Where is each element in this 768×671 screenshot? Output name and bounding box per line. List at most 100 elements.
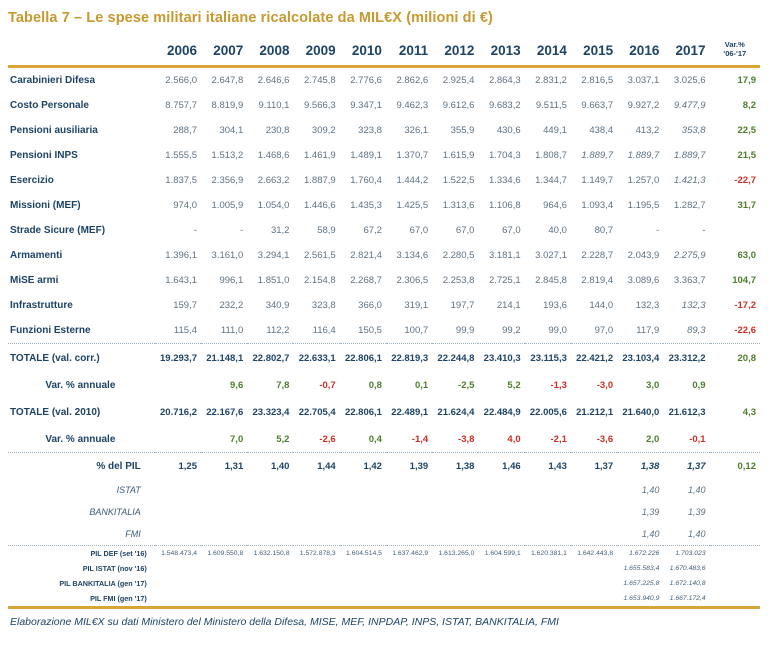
value-cell: 2.154,8 (304, 275, 336, 286)
value-cell: 144,0 (589, 300, 614, 311)
value-cell: 1,37 (663, 452, 710, 479)
value-cell: 2.228,7 (581, 250, 614, 261)
value-cell (340, 576, 386, 591)
value-cell: 1,38 (432, 452, 479, 479)
value-cell: 0,9 (692, 379, 706, 391)
value-cell: 1.704,3 (488, 150, 521, 161)
value-cell (247, 501, 293, 523)
value-cell (340, 561, 386, 576)
value-cell: 7,0 (230, 433, 244, 445)
value-cell: 353,8 (681, 125, 706, 136)
value-cell: 3.161,0 (211, 250, 244, 261)
value-cell (247, 576, 293, 591)
row-label: BANKITALIA (89, 507, 141, 517)
value-cell (293, 591, 339, 608)
value-cell (201, 561, 247, 576)
value-cell: 2.356,9 (211, 175, 244, 186)
value-cell (525, 523, 571, 546)
var-pct-cell: 0,12 (709, 452, 760, 479)
value-cell: 1.667.172,4 (669, 595, 706, 602)
header-year: 2017 (663, 28, 710, 68)
value-cell: -2,5 (458, 379, 475, 391)
value-cell: 1.093,4 (581, 200, 614, 211)
value-cell: 1.642.443,8 (570, 545, 618, 561)
header-year: 2016 (617, 28, 664, 68)
value-cell: 1,39 (385, 452, 433, 479)
table-row: PIL DEF (set '16) 1.548.473,4 1.609.550,8 1… (8, 545, 760, 561)
value-cell (155, 372, 201, 398)
table-row: TOTALE (val. 2010) 20.716,2 22.167,6 23.323… (8, 398, 760, 426)
value-cell (571, 576, 617, 591)
value-cell: 23.323,4 (252, 406, 290, 418)
value-cell (340, 479, 386, 501)
value-cell: 1,46 (478, 452, 525, 479)
var-pct-cell (710, 501, 760, 523)
value-cell: 9.566,3 (304, 100, 336, 111)
row-label: ISTAT (116, 485, 141, 495)
value-cell: 366,0 (358, 300, 382, 311)
header-var-pct: Var.% '06-'17 (709, 28, 760, 68)
value-cell: 22.705,4 (298, 406, 336, 418)
value-cell: 0,8 (368, 379, 382, 391)
value-cell: 21.212,1 (576, 406, 614, 418)
var-pct-cell (710, 523, 760, 546)
var-pct-cell (710, 561, 760, 576)
value-cell (432, 576, 478, 591)
row-label: PIL FMI (gen '17) (90, 594, 147, 603)
value-cell: 1.421,3 (673, 175, 706, 186)
table-row: % del PIL 1,25 1,31 1,40 1,44 1,42 1,39 1,38 1,4… (8, 452, 760, 479)
table-header: 2006 2007 2008 2009 2010 2011 2012 2013 … (8, 28, 760, 68)
table-row: Pensioni ausiliaria 288,7 304,1 230,8 309,2 3… (8, 118, 760, 143)
header-empty-cell (8, 28, 155, 68)
value-cell (571, 591, 617, 608)
value-cell: 22.421,2 (570, 343, 618, 372)
row-label: TOTALE (val. corr.) (8, 343, 155, 372)
value-cell: 1.195,5 (627, 200, 660, 211)
value-cell: 1.620.381,1 (524, 545, 571, 561)
value-cell (432, 561, 478, 576)
row-label: Carabinieri Difesa (10, 75, 96, 86)
value-cell: 1.643,1 (165, 275, 197, 286)
value-cell: 1,40 (641, 529, 660, 539)
value-cell: 159,7 (173, 300, 197, 311)
military-spending-table: 2006 2007 2008 2009 2010 2011 2012 2013 … (8, 28, 760, 609)
value-cell: -3,0 (596, 379, 614, 391)
value-cell: -3,6 (596, 433, 614, 445)
value-cell (478, 561, 524, 576)
value-cell: 2.268,7 (350, 275, 382, 286)
value-cell: 2.663,2 (257, 175, 290, 186)
row-label: Pensioni ausiliaria (10, 125, 98, 136)
value-cell: 97,0 (594, 325, 614, 336)
value-cell (247, 479, 293, 501)
value-cell (571, 479, 617, 501)
table-row: ISTAT 1,40 1,40 (8, 479, 760, 501)
value-cell (386, 479, 432, 501)
value-cell: 22.806,1 (344, 406, 382, 418)
value-cell (525, 501, 571, 523)
value-cell (525, 561, 571, 576)
value-cell: 89,3 (687, 325, 706, 336)
table-body: Carabinieri Difesa 2.566,0 2.647,8 2.646,6 2… (8, 67, 760, 608)
row-label: FMI (125, 529, 141, 539)
value-cell: 1.425,5 (396, 200, 429, 211)
value-cell: 3,0 (646, 379, 660, 391)
value-cell: 3.181,1 (488, 250, 521, 261)
var-pct-cell (710, 372, 760, 398)
value-cell: 309,2 (311, 125, 336, 136)
value-cell: 1.548.473,4 (154, 545, 201, 561)
value-cell (478, 479, 524, 501)
value-cell: 2.745,8 (304, 75, 336, 86)
row-label: TOTALE (val. 2010) (10, 406, 101, 418)
value-cell: 0,4 (368, 433, 382, 445)
value-cell: 2.821,4 (350, 250, 382, 261)
value-cell: 1,37 (570, 452, 618, 479)
value-cell: 1.444,2 (396, 175, 429, 186)
value-cell: 449,1 (543, 125, 567, 136)
value-cell: 340,9 (265, 300, 290, 311)
value-cell: 1,40 (641, 485, 660, 495)
value-cell: 1.555,5 (165, 150, 197, 161)
value-cell: 132,3 (635, 300, 660, 311)
value-cell: 1.657.225,8 (623, 580, 660, 587)
value-cell: 0,1 (414, 379, 429, 391)
row-label: Var. % annuale (45, 433, 116, 445)
